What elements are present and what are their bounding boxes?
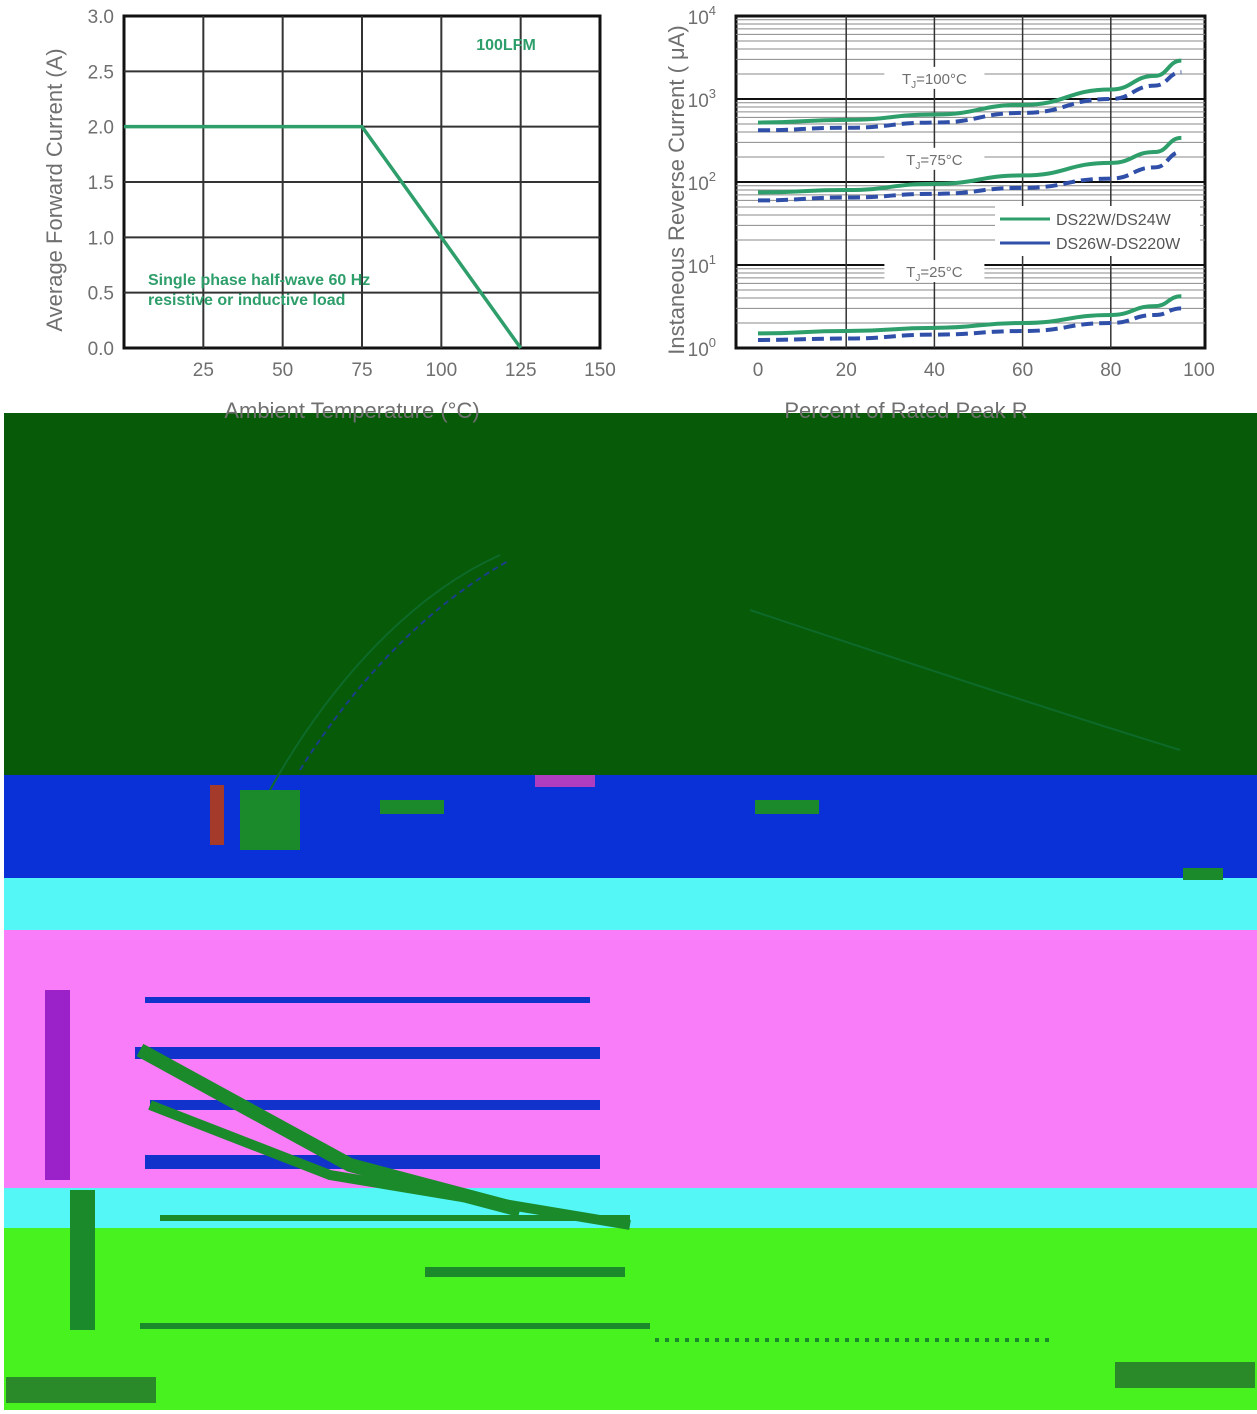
artifact-block (1183, 868, 1223, 880)
derating-chart: 25 50 75 100 125 150 0.0 0.5 1.0 1.5 2.0 2.5 3.0 10… (42, 7, 616, 423)
artifact-block (240, 790, 300, 850)
tj-label-background (884, 147, 985, 170)
derating-annotation-line2: resistive or inductive load (148, 292, 345, 309)
tj-label-background (884, 260, 985, 283)
corrupted-bands (4, 413, 1257, 1410)
artifact-stripe (135, 1047, 600, 1059)
derating-x-tick-label: 75 (351, 360, 372, 381)
ghost-curve (269, 554, 501, 791)
artifact-block (755, 800, 819, 814)
reverse-x-tick-label: 80 (1100, 360, 1121, 381)
derating-series (124, 124, 523, 350)
reverse-y-tick-label: 104 (688, 3, 716, 29)
artifact-block (1115, 1362, 1255, 1388)
derating-y-tick-label: 1.5 (88, 173, 114, 194)
reverse-y-tick-label: 100 (688, 335, 716, 361)
artifact-stripe (145, 997, 590, 1003)
derating-x-tick-label: 150 (584, 360, 616, 381)
junction-temperature-labels: TJ=100°C TJ=75°C TJ=25°C (884, 66, 1200, 284)
derating-x-axis-label: Ambient Temperature (°C) (224, 398, 479, 423)
artifact-block (6, 1377, 156, 1403)
artifact-stripe (70, 1190, 95, 1330)
derating-y-ticks: 0.0 0.5 1.0 1.5 2.0 2.5 3.0 (88, 7, 114, 360)
reverse-curve-ds22w (757, 58, 1182, 125)
artifact-block (535, 775, 595, 787)
reverse-y-tick-label: 103 (688, 86, 716, 112)
reverse-y-tick-exponent: 0 (709, 335, 716, 350)
derating-grid (122, 14, 602, 350)
reverse-x-tick-label: 60 (1012, 360, 1033, 381)
derating-y-axis-label: Average Forward Current (A) (42, 48, 67, 331)
legend-label-ds26w: DS26W-DS220W (1056, 236, 1181, 253)
derating-y-tick-label: 0.5 (88, 284, 114, 305)
reverse-current-x-ticks: 0 20 40 60 80 100 (753, 360, 1215, 381)
derating-y-tick-label: 1.0 (88, 228, 114, 249)
derating-x-tick-label: 125 (505, 360, 537, 381)
reverse-curve-ds26w (757, 306, 1182, 342)
ghost-curve (299, 559, 511, 771)
tj-label: TJ=25°C (906, 264, 963, 284)
cyan-band-upper (4, 878, 1257, 930)
artifact-stripe (145, 1155, 600, 1169)
reverse-curve-ds26w (757, 149, 1182, 203)
artifact-stripe (160, 1215, 630, 1221)
reverse-x-tick-label: 0 (753, 360, 764, 381)
derating-y-tick-label: 2.0 (88, 118, 114, 139)
derating-y-tick-label: 2.5 (88, 62, 114, 83)
tj-label-value: =75°C (920, 152, 962, 169)
ghost-curve (749, 609, 1181, 751)
reverse-y-tick-label: 101 (688, 252, 716, 278)
artifact-stripe (150, 1100, 600, 1110)
artifact-stripe (140, 1323, 650, 1329)
derating-x-tick-label: 50 (272, 360, 293, 381)
artifact-stripe (425, 1267, 625, 1277)
derating-annotation-line1: Single phase half-wave 60 Hz (148, 272, 370, 289)
reverse-current-series (757, 58, 1182, 342)
artifact-block (210, 785, 224, 845)
tj-label-subscript: J (915, 273, 920, 284)
derating-annotation-100lfm: 100LFM (476, 37, 536, 54)
derating-y-tick-label: 3.0 (88, 7, 114, 28)
reverse-x-tick-label: 100 (1183, 360, 1215, 381)
derating-x-tick-label: 100 (425, 360, 457, 381)
blue-band (4, 775, 1257, 878)
reverse-x-tick-label: 20 (836, 360, 857, 381)
reverse-y-tick-exponent: 4 (709, 3, 716, 18)
derating-curve (124, 124, 523, 350)
tj-label-subscript: J (911, 80, 916, 91)
tj-label-value: =25°C (920, 264, 962, 281)
tj-label-background (884, 66, 985, 89)
reverse-y-tick-label: 102 (688, 169, 716, 195)
reverse-current-legend: DS22W/DS24W DS26W-DS220W (1000, 212, 1181, 253)
reverse-y-tick-exponent: 2 (709, 169, 716, 184)
tj-label: TJ=100°C (902, 71, 967, 91)
legend-background (995, 206, 1200, 256)
reverse-current-x-axis-label: Percent of Rated Peak R (784, 398, 1027, 423)
reverse-curve-ds22w (757, 294, 1182, 336)
reverse-y-tick-exponent: 1 (709, 252, 716, 267)
derating-x-ticks: 25 50 75 100 125 150 (193, 360, 616, 381)
reverse-curve-ds26w (757, 70, 1182, 133)
tj-label-subscript: J (915, 161, 920, 172)
legend-label-ds22w: DS22W/DS24W (1056, 212, 1172, 229)
lime-band (4, 1228, 1257, 1410)
artifact-stripe (45, 990, 70, 1180)
reverse-current-y-axis-label: Instaneous Reverse Current ( μA) (664, 25, 689, 354)
derating-y-tick-label: 0.0 (88, 339, 114, 360)
artifact-diagonal (148, 1100, 631, 1230)
reverse-y-tick-exponent: 3 (709, 86, 716, 101)
artifact-block (380, 800, 444, 814)
tj-label-value: =100°C (916, 71, 967, 88)
tj-label: TJ=75°C (906, 152, 963, 172)
reverse-curve-ds22w (757, 135, 1182, 195)
derating-x-tick-label: 25 (193, 360, 214, 381)
dark-green-band (4, 413, 1257, 775)
reverse-x-tick-label: 40 (924, 360, 945, 381)
